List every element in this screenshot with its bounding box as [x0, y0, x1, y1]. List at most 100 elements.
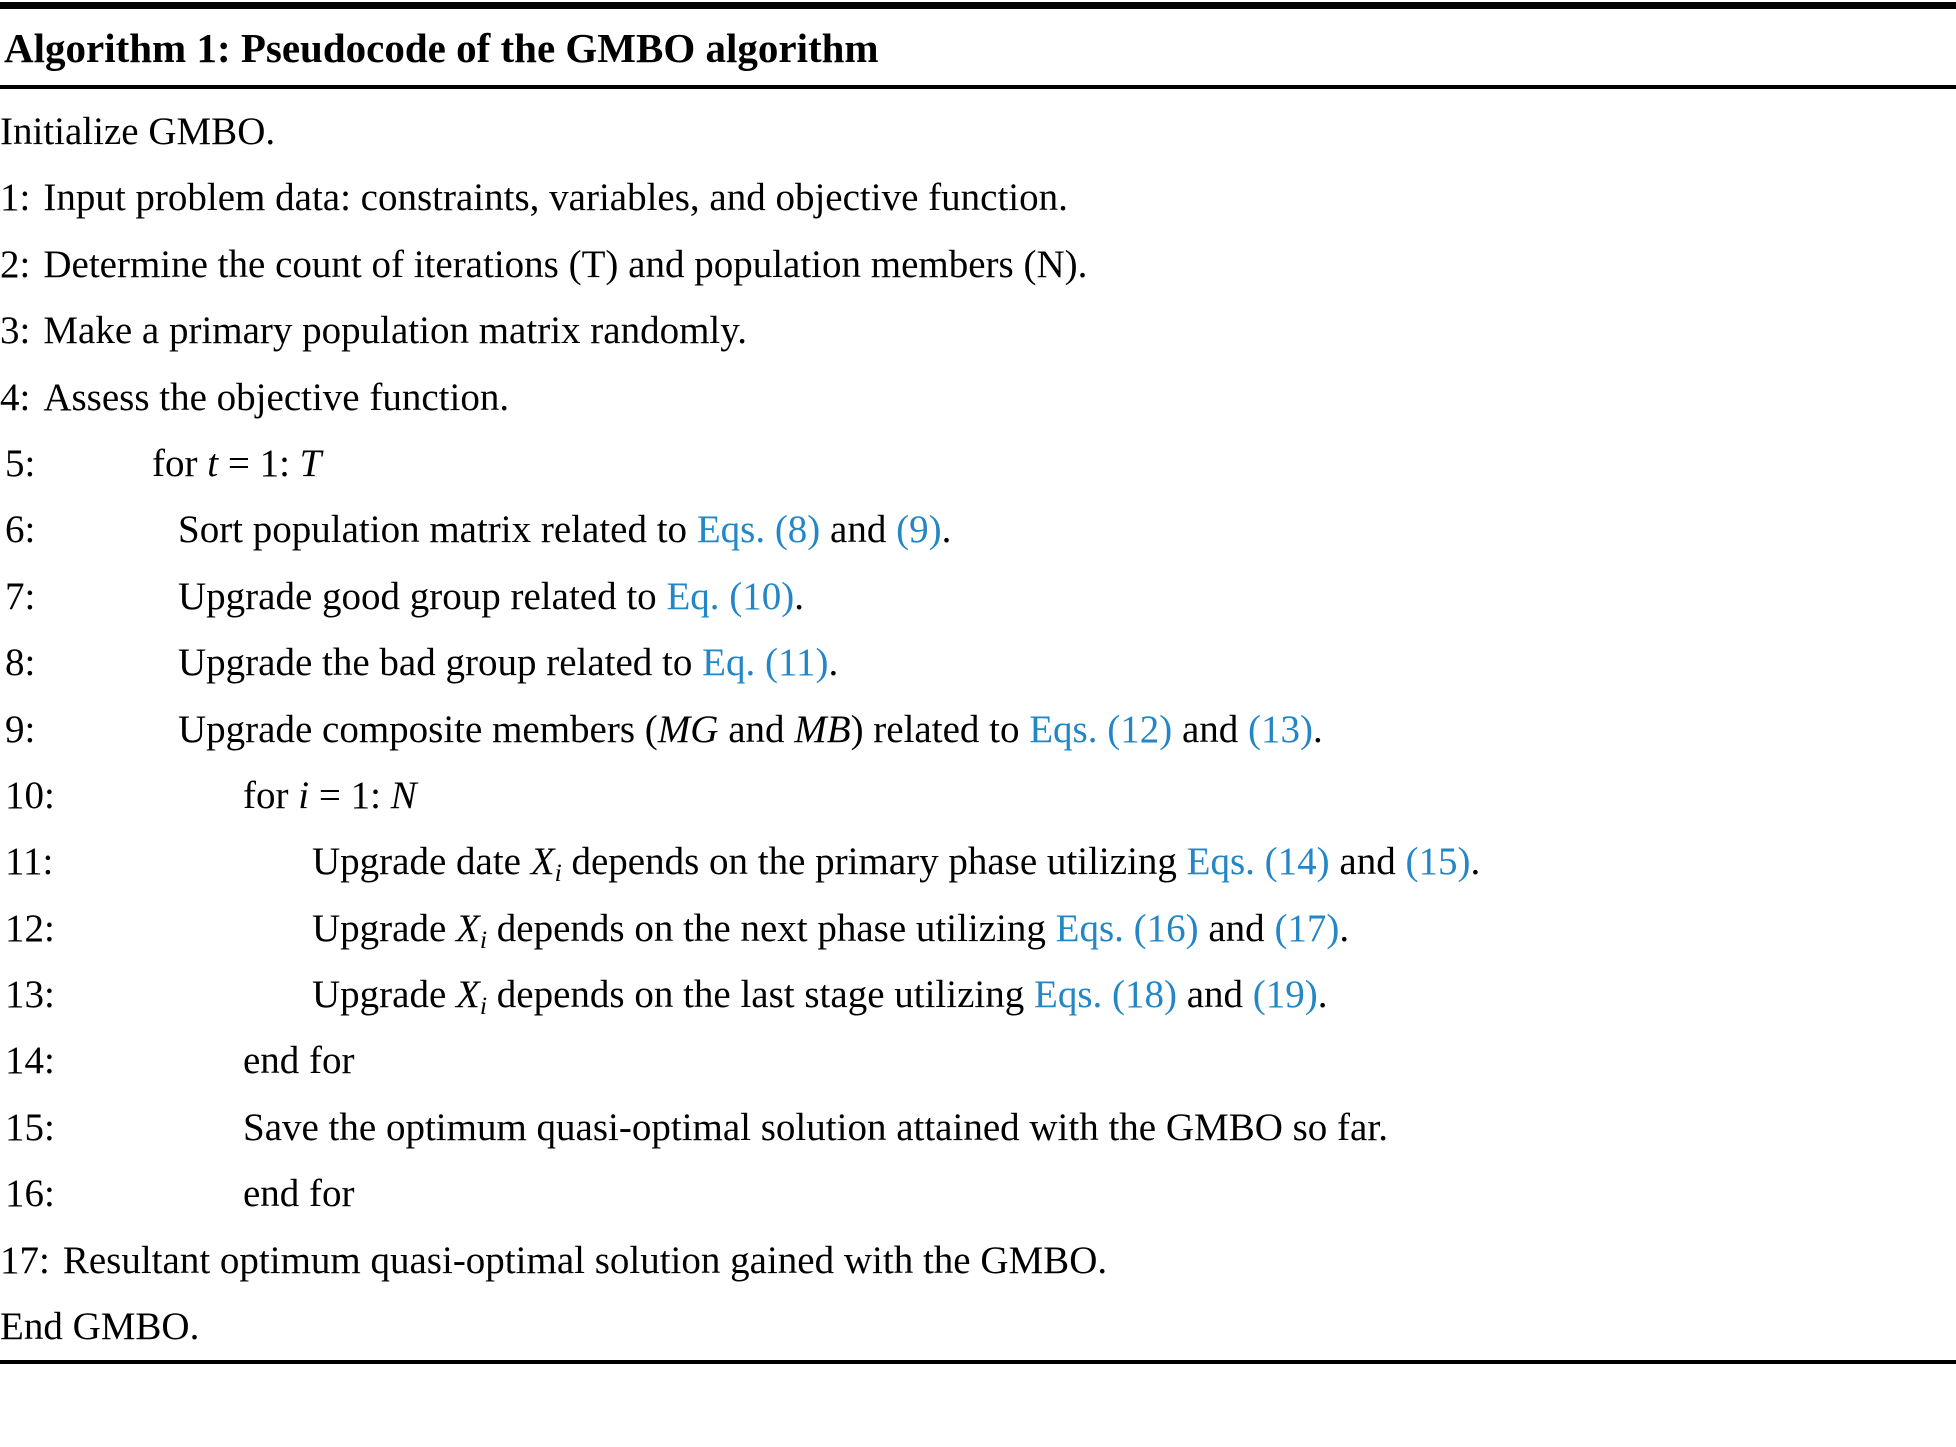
algo-line: 3: Make a primary population matrix rando… [0, 298, 1956, 364]
line-content: Initialize GMBO. [0, 110, 275, 153]
algo-line: 12: Upgrade Xi depends on the next phase … [0, 896, 1956, 962]
algo-line: 7: Upgrade good group related to Eq. (10)… [0, 564, 1956, 630]
text-segment: depends on the next phase utilizing [487, 906, 1056, 950]
line-content: end for [243, 1028, 355, 1094]
text-segment: and [1176, 973, 1253, 1017]
text-segment: and [820, 508, 897, 552]
math-variable: T [299, 441, 322, 485]
line-content: Upgrade Xi depends on the next phase uti… [312, 896, 1349, 962]
subscript: i [479, 991, 488, 1021]
text-segment: . [828, 641, 839, 685]
algo-line: 15: Save the optimum quasi-optimal soluti… [0, 1095, 1956, 1161]
text-segment: depends on the primary phase utilizing [561, 840, 1187, 884]
algo-line: 13: Upgrade Xi depends on the last stage … [0, 962, 1956, 1028]
eq-link[interactable]: Eqs. (14) [1186, 840, 1330, 884]
line-content: Upgrade Xi depends on the last stage uti… [312, 962, 1328, 1028]
text-segment: Upgrade good group related to [178, 574, 667, 618]
line-number: 10: [5, 773, 55, 817]
text-segment: Resultant optimum quasi-optimal solution… [62, 1238, 1108, 1282]
algo-line: 1: Input problem data: constraints, varia… [0, 165, 1956, 231]
text-segment: Upgrade [312, 973, 457, 1017]
line-content: Resultant optimum quasi-optimal solution… [63, 1239, 1107, 1282]
text-segment: Sort population matrix related to [178, 508, 697, 552]
algo-line: 16: end for [0, 1161, 1956, 1227]
algo-line: 9: Upgrade composite members (MG and MB) … [0, 697, 1956, 763]
line-content: Upgrade date Xi depends on the primary p… [312, 829, 1480, 895]
math-variable: MG [657, 707, 719, 751]
algo-line: 2: Determine the count of iterations (T) … [0, 232, 1956, 298]
text-segment: . [941, 508, 952, 552]
line-number: 17: [0, 1238, 50, 1282]
algo-line: 6: Sort population matrix related to Eqs.… [0, 497, 1956, 563]
text-segment: Save the optimum quasi-optimal solution … [243, 1105, 1388, 1149]
line-content: Save the optimum quasi-optimal solution … [243, 1095, 1388, 1161]
algo-line: 8: Upgrade the bad group related to Eq. (… [0, 630, 1956, 696]
line-number: 8: [5, 641, 36, 685]
algo-line: 11: Upgrade date Xi depends on the primar… [0, 829, 1956, 895]
line-content: Upgrade composite members (MG and MB) re… [178, 697, 1323, 763]
line-content: for i = 1: N [243, 763, 417, 829]
text-segment: . [1317, 973, 1328, 1017]
line-content: End GMBO. [0, 1305, 199, 1348]
algo-line: 5: for t = 1: T [0, 431, 1956, 497]
bottom-rule [0, 1360, 1956, 1365]
line-number: 15: [5, 1105, 55, 1149]
eq-link[interactable]: Eqs. (12) [1029, 707, 1173, 751]
line-number: 3: [0, 309, 31, 353]
text-segment: End GMBO. [0, 1305, 200, 1349]
line-content: for t = 1: T [152, 431, 321, 497]
text-segment: Upgrade [312, 906, 457, 950]
text-segment: and [1172, 707, 1249, 751]
text-segment: . [1313, 707, 1323, 751]
text-segment: Make a primary population matrix randoml… [43, 309, 747, 353]
line-content: Make a primary population matrix randoml… [43, 309, 747, 352]
algo-line: 14: end for [0, 1028, 1956, 1094]
line-content: Determine the count of iterations (T) an… [43, 243, 1087, 286]
algo-line: End GMBO. [0, 1294, 1956, 1360]
eq-link[interactable]: (9) [896, 508, 942, 552]
eq-link[interactable]: (19) [1252, 973, 1318, 1017]
algo-line: 17: Resultant optimum quasi-optimal solut… [0, 1228, 1956, 1294]
line-content: Upgrade the bad group related to Eq. (11… [178, 630, 838, 696]
text-segment: Upgrade the bad group related to [178, 641, 703, 685]
line-content: Upgrade good group related to Eq. (10). [178, 564, 804, 630]
eq-link[interactable]: (15) [1405, 840, 1471, 884]
text-segment: Initialize GMBO. [0, 110, 276, 153]
line-content: Assess the objective function. [43, 376, 509, 419]
math-variable: Xi [456, 973, 488, 1021]
math-variable: i [298, 773, 310, 817]
line-number: 5: [5, 441, 36, 485]
eq-link[interactable]: Eqs. (8) [696, 508, 821, 552]
text-segment: . [1339, 906, 1350, 950]
math-variable: N [390, 773, 417, 817]
line-number: 4: [0, 375, 31, 419]
line-number: 12: [5, 906, 55, 950]
text-segment: Upgrade date [312, 840, 531, 884]
text-segment: Assess the objective function. [43, 375, 510, 419]
text-segment: ) related to [850, 707, 1030, 751]
eq-link[interactable]: Eq. (11) [702, 641, 829, 685]
eq-link[interactable]: Eq. (10) [666, 574, 795, 618]
text-segment: Input problem data: constraints, variabl… [43, 176, 1068, 220]
algo-line: 10: for i = 1: N [0, 763, 1956, 829]
eq-link[interactable]: Eqs. (18) [1034, 973, 1177, 1017]
text-segment: depends on the last stage utilizing [487, 973, 1034, 1017]
text-segment: Determine the count of iterations (T) an… [43, 242, 1088, 286]
algo-line: 4: Assess the objective function. [0, 365, 1956, 431]
eq-link[interactable]: Eqs. (16) [1055, 906, 1199, 950]
line-number: 9: [5, 707, 36, 751]
text-segment: Upgrade composite members ( [178, 707, 658, 751]
math-variable: t [207, 441, 219, 485]
eq-link[interactable]: (13) [1248, 707, 1314, 751]
text-segment: . [1470, 840, 1481, 884]
line-number: 2: [0, 242, 31, 286]
line-content: Sort population matrix related to Eqs. (… [178, 497, 951, 563]
line-number: 16: [5, 1172, 55, 1216]
text-segment: and [1329, 840, 1406, 884]
text-segment: = 1: [309, 773, 391, 817]
line-number: 7: [5, 574, 36, 618]
eq-link[interactable]: (17) [1274, 906, 1340, 950]
line-number: 14: [5, 1039, 55, 1083]
subscript: i [479, 924, 488, 954]
